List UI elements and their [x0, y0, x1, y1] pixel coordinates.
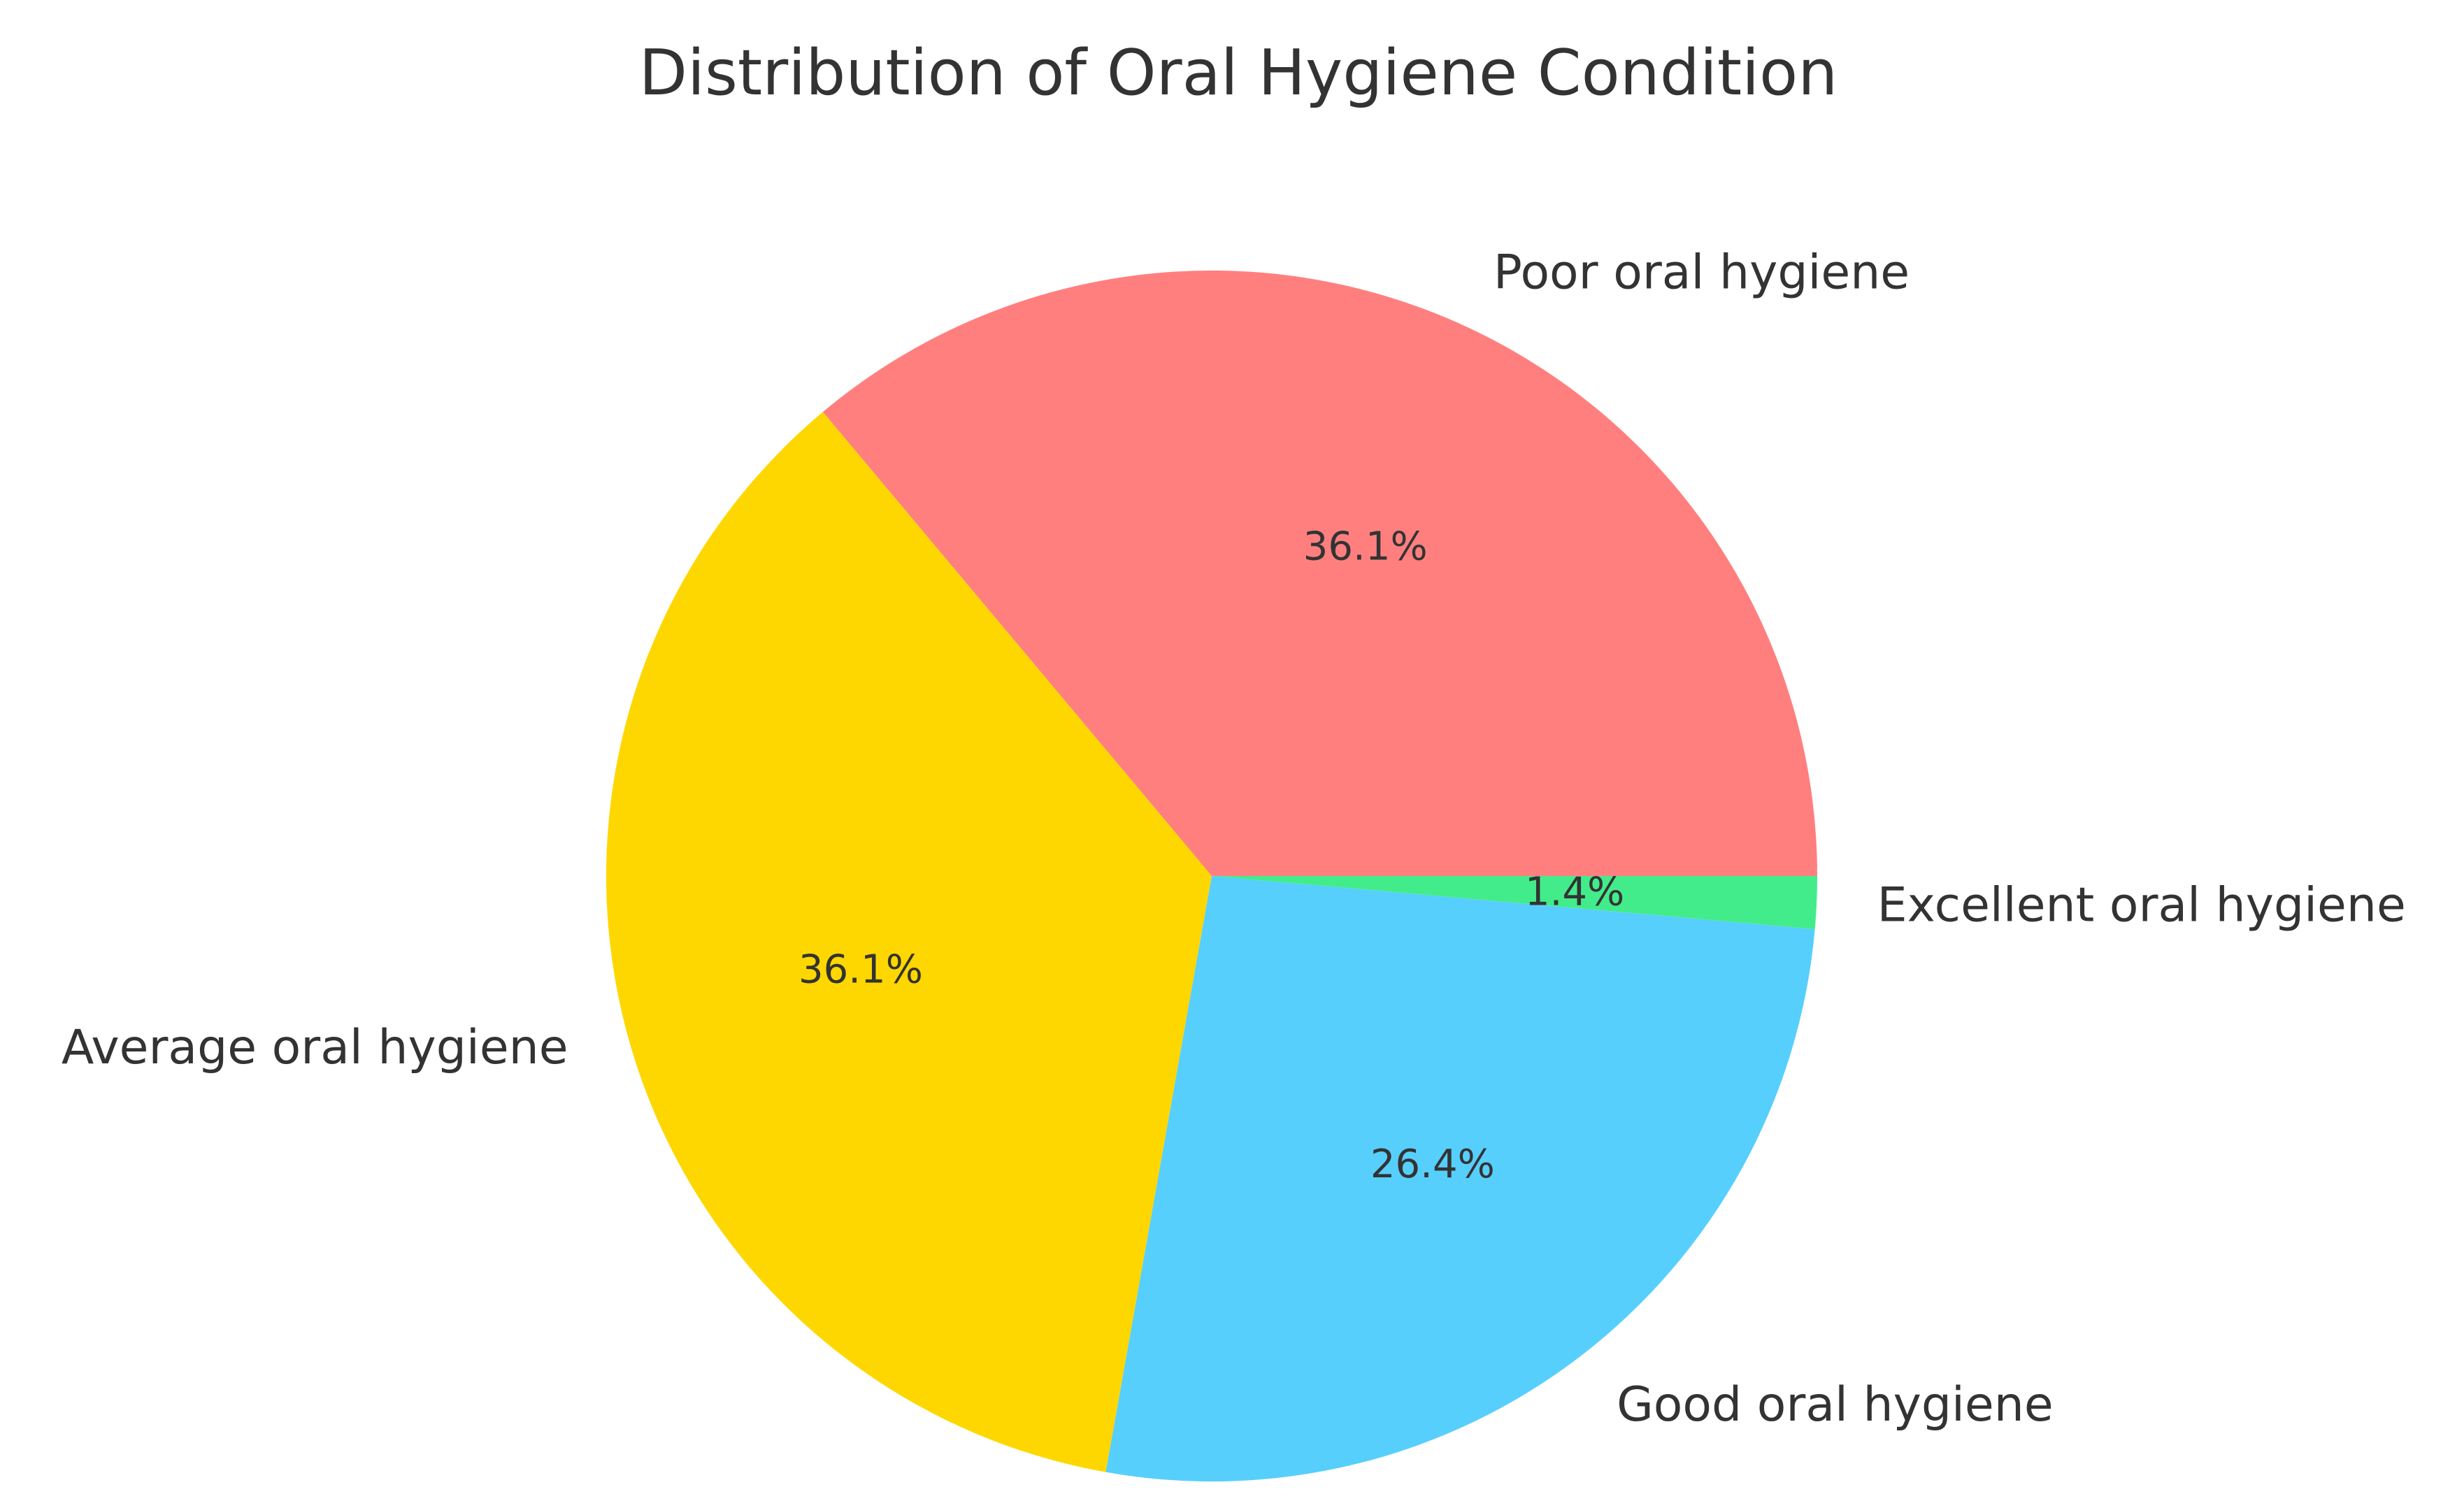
slice-label-excellent: Excellent oral hygiene — [1877, 877, 2406, 933]
pct-label-poor: 36.1% — [1303, 524, 1428, 570]
pie-slice-average — [606, 412, 1212, 1472]
pie-slices — [606, 270, 1817, 1482]
pct-label-excellent: 1.4% — [1525, 869, 1624, 914]
pie-slice-good — [1105, 876, 1815, 1482]
pct-label-good: 26.4% — [1370, 1142, 1495, 1187]
slice-label-average: Average oral hygiene — [62, 1020, 568, 1075]
percentage-labels: 36.1% 36.1% 26.4% 1.4% — [798, 524, 1624, 1187]
slice-label-poor: Poor oral hygiene — [1494, 245, 1910, 300]
slice-label-good: Good oral hygiene — [1617, 1377, 2054, 1432]
chart-title: Distribution of Oral Hygiene Condition — [639, 36, 1838, 110]
pie-slice-excellent — [1212, 876, 1817, 930]
pct-label-average: 36.1% — [798, 947, 923, 992]
pie-slice-poor — [822, 270, 1817, 876]
slice-labels: Poor oral hygiene Average oral hygiene Goo… — [62, 245, 2406, 1432]
